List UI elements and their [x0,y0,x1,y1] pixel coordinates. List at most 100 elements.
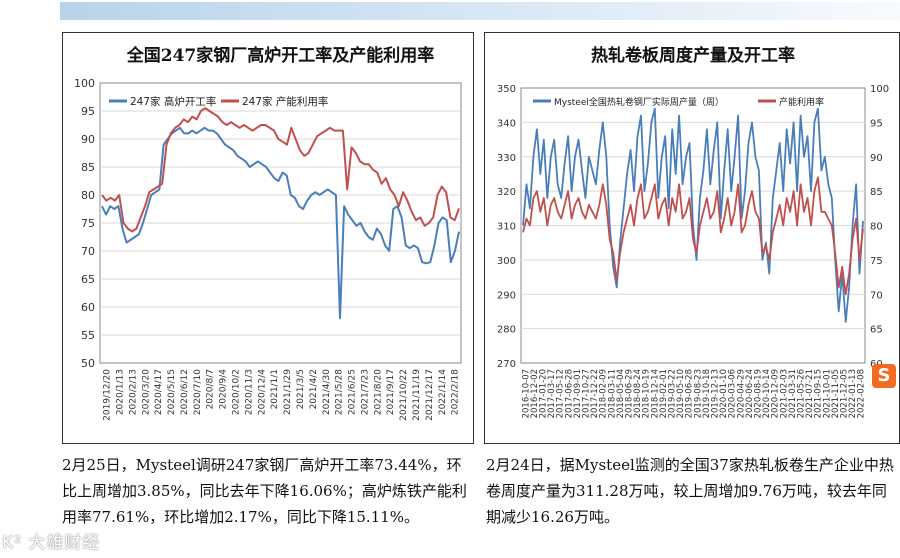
hot-rolled-chart-panel: 热轧卷板周度产量及开工率 270 280 290 300 310 320 330 340 350 6… [484,32,900,444]
x-tick-label: 2018-12-14 [650,369,660,418]
y-tick-label: 320 [497,187,516,198]
x-tick-label: 2020/8/7 [206,369,216,409]
y-tick-label: 350 [497,84,516,95]
x-tick-label: 2019-08-23 [693,369,703,418]
y-tick-label: 340 [497,118,516,129]
x-tick-label: 2016-10-07 [521,369,531,418]
right-caption: 2月24日，据Mysteel监测的全国37家热轧板卷生产企业中热卷周度产量为31… [486,456,894,526]
x-tick-label: 2020/11/3 [244,369,254,415]
x-tick-label: 2020-06-24 [745,369,755,418]
x-tick-label: 2017-12-22 [590,369,600,418]
y2-tick-label: 70 [870,290,883,301]
y-tick-label: 290 [497,290,516,301]
x-tick-label: 2020/2/13 [128,369,138,415]
y2-tick-label: 95 [870,118,883,129]
x-tick-label: 2017-10-27 [581,369,591,418]
y2-tick-label: 90 [870,153,883,164]
x-tick-label: 2021/9/17 [386,369,396,415]
y-tick-label: 90 [81,133,95,146]
x-tick-label: 2021/8/20 [373,369,383,415]
chart-title: 热轧卷板周度产量及开工率 [591,45,795,66]
left-caption: 2月25日，Mysteel调研247家钢厂高炉开工率73.44%，环比上周增加3… [62,456,467,526]
x-tick-label: 2018-08-24 [633,369,643,418]
legend-label-0: 247家 高炉开工率 [130,95,216,108]
header-bar [60,2,900,20]
x-tick-label: 2021-07-21 [805,369,815,418]
x-tick-label: 2017-09-01 [573,369,583,418]
x-tick-label: 2021/7/23 [360,369,370,415]
x-tick-label: 2020/1/13 [115,369,125,415]
y-tick-label: 65 [81,273,95,286]
x-tick-label: 2018-03-11 [607,369,617,418]
x-tick-label: 2019-05-10 [676,369,686,418]
x-tick-label: 2020/9/4 [219,369,229,410]
x-tick-label: 2021/1/29 [283,369,293,415]
legend-label-1: 产能利用率 [779,96,824,108]
y-tick-label: 310 [497,222,516,233]
x-tick-label: 2020-08-19 [753,369,763,418]
y-tick-label: 85 [81,161,95,174]
x-tick-label: 2021/10/22 [399,369,409,421]
series-line-1 [101,107,460,233]
series-line-0 [522,107,864,323]
hot-rolled-chart: 热轧卷板周度产量及开工率 270 280 290 300 310 320 330 340 350 6… [497,45,889,418]
y-tick-label: 95 [81,105,95,118]
x-tick-label: 2021/5/28 [335,369,345,415]
x-tick-label: 2020-12-09 [771,369,781,418]
watermark-logo: K² 大雄财经 [2,533,101,553]
x-tick-label: 2018-05-04 [616,369,626,418]
x-tick-label: 2020/5/15 [167,369,177,415]
x-tick-label: 2021-05-26 [796,369,806,418]
blast-furnace-chart-panel: 全国247家钢厂高炉开工率及产能利用率 50 55 60 65 70 75 80 85 90 95 1… [62,32,474,444]
legend-label-1: 247家 产能利用率 [242,95,328,108]
x-tick-label: 2021/6/25 [348,369,358,415]
x-tick-label: 2020/12/4 [257,369,267,415]
y-tick-label: 75 [81,217,95,230]
x-tick-label: 2016-12-02 [530,369,540,418]
y-tick-label: 50 [81,357,95,370]
x-tick-label: 2021/1/1 [270,369,280,409]
x-tick-label: 2020/7/10 [193,369,203,415]
x-tick-label: 2017-05-12 [556,369,566,418]
y-tick-label: 80 [81,189,95,202]
x-tick-label: 2021-03-31 [788,369,798,418]
x-tick-label: 2017-01-20 [538,369,548,418]
x-tick-label: 2019-02-01 [659,369,669,418]
y-tick-label: 280 [497,325,516,336]
y-tick-label: 60 [81,301,95,314]
y-tick-label: 300 [497,256,516,267]
y-tick-label: 100 [74,77,95,90]
x-tick-label: 2020-01-10 [719,369,729,418]
x-tick-label: 2021/4/30 [322,369,332,415]
legend-label-0: Mysteel全国热轧卷钢厂实际周产量（周） [554,96,724,108]
y2-tick-label: 75 [870,256,883,267]
x-tick-label: 2020/3/20 [141,369,151,415]
x-tick-label: 2018-06-29 [624,369,634,418]
x-tick-label: 2022/2/18 [451,369,461,415]
x-tick-label: 2021-11-05 [831,369,841,418]
x-tick-label: 2021/11/19 [412,369,422,421]
x-tick-label: 2018-02-09 [599,369,609,418]
y-tick-label: 330 [497,153,516,164]
y2-tick-label: 100 [870,84,889,95]
x-tick-label: 2021-02-03 [779,369,789,418]
x-tick-label: 2021-09-15 [814,369,824,418]
x-tick-label: 2021-12-05 [839,369,849,418]
x-tick-label: 2019/12/20 [103,369,113,421]
x-tick-label: 2022-02-08 [857,369,867,418]
y2-tick-label: 85 [870,187,883,198]
x-tick-label: 2021-10-01 [822,369,832,418]
sogou-input-icon[interactable]: S [872,364,896,388]
y-tick-label: 270 [497,359,516,370]
x-tick-label: 2020-03-06 [728,369,738,418]
x-tick-label: 2020/6/12 [180,369,190,415]
x-tick-label: 2020/4/17 [154,369,164,415]
x-tick-label: 2019-10-18 [702,369,712,418]
x-tick-label: 2022-01-13 [848,369,858,418]
y2-tick-label: 80 [870,222,883,233]
blast-furnace-chart: 全国247家钢厂高炉开工率及产能利用率 50 55 60 65 70 75 80 85 90 95 1… [74,45,462,421]
x-tick-label: 2019-06-28 [685,369,695,418]
x-tick-label: 2020/10/2 [232,369,242,415]
x-tick-label: 2017-06-28 [564,369,574,418]
x-tick-label: 2020-10-14 [762,369,772,418]
